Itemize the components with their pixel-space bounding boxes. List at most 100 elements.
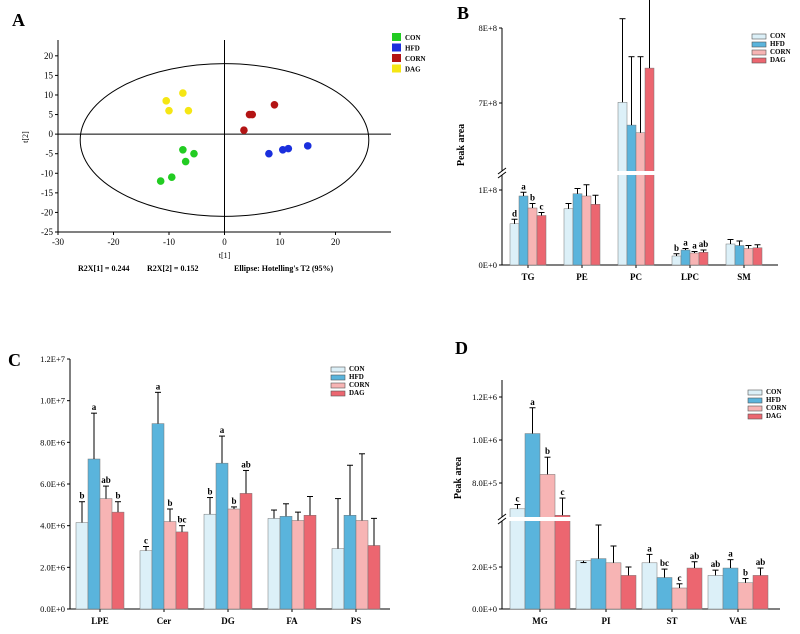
pca-point-corn (240, 126, 248, 135)
bar-category-label: SM (737, 272, 751, 282)
pca-legend-label-con: CON (405, 34, 421, 42)
bar-hfd (722, 567, 739, 610)
legend-swatch-dag (747, 413, 763, 420)
legend-label-dag: DAG (766, 412, 782, 420)
bar-y-tick-label: 2.0E+6 (40, 562, 65, 572)
legend-swatch-hfd (751, 41, 767, 48)
bar-y-tick-label: 6.0E+6 (40, 479, 65, 489)
significance-label: c (540, 202, 544, 212)
bar-category-label: PS (351, 616, 362, 626)
pca-legend-label-dag: DAG (405, 66, 421, 74)
bar-y-tick-label: 0.0E+0 (472, 604, 497, 614)
bar-category-label: PI (602, 616, 611, 626)
significance-label: a (92, 402, 97, 412)
bar-y-axis-label-b: Peak area (456, 124, 467, 166)
bar-hfd (215, 462, 229, 610)
bar-hfd (87, 458, 101, 610)
bar-corn (539, 474, 556, 610)
pca-point-con (167, 173, 176, 181)
significance-label: a (683, 238, 688, 248)
bar-con (671, 255, 682, 266)
significance-label: b (545, 446, 550, 456)
pca-footnote-ellipse: Ellipse: Hotelling's T2 (95%) (234, 264, 334, 273)
bar-con (509, 223, 520, 266)
bar-y-tick-label: 8.0E+6 (40, 437, 65, 447)
bar-corn (99, 498, 113, 610)
legend-swatch-dag (751, 57, 767, 64)
bar-con (75, 522, 89, 610)
bar-corn (163, 521, 177, 610)
legend-label-con: CON (770, 32, 786, 40)
pca-y-tick-label: 15 (44, 70, 54, 80)
bar-y-tick-label: 1.2E+6 (472, 392, 497, 402)
panel-label-a: A (12, 10, 25, 30)
bar-corn (635, 132, 646, 266)
pca-point-hfd (265, 149, 273, 158)
bar-con (509, 508, 526, 610)
significance-label: c (144, 536, 148, 546)
legend-label-corn: CORN (770, 48, 791, 56)
pca-x-axis-label: t[1] (219, 251, 231, 260)
bar-y-tick-label: 1.0E+7 (40, 396, 65, 406)
bar-con (139, 550, 153, 610)
bar-dag (620, 575, 637, 610)
bar-corn (743, 248, 754, 266)
bar-con (203, 513, 217, 610)
legend-swatch-hfd (747, 397, 763, 404)
bar-dag (367, 545, 381, 610)
bar-corn (581, 195, 592, 266)
significance-label: b (167, 498, 172, 508)
axis-break-band (500, 171, 780, 175)
bar-hfd (680, 249, 691, 266)
pca-legend-swatch-dag (392, 64, 401, 73)
bar-y-tick-label: 2.0E+5 (472, 562, 497, 572)
pca-point-corn (270, 100, 279, 109)
pca-legend-swatch-con (392, 33, 401, 41)
bar-dag (698, 252, 709, 266)
axis-break-mark (497, 513, 507, 521)
bar-corn (605, 562, 622, 610)
bar-con (707, 575, 724, 610)
legend-label-hfd: HFD (349, 373, 364, 381)
bar-hfd (343, 515, 357, 610)
pca-x-tick-label: -20 (108, 237, 120, 247)
significance-label: a (220, 425, 225, 435)
bar-category-label: LPC (681, 272, 699, 282)
legend-swatch-hfd (330, 374, 346, 381)
significance-label: a (692, 241, 697, 251)
bar-y-tick-label: 0.0E+0 (40, 604, 65, 614)
bar-dag (239, 493, 253, 610)
significance-label: a (530, 397, 535, 407)
axis-break-mark (497, 171, 507, 179)
axis-break-mark (497, 517, 507, 525)
significance-label: b (530, 193, 535, 203)
significance-label: b (79, 491, 84, 501)
bar-con (563, 208, 574, 266)
significance-label: bc (178, 515, 187, 525)
bar-hfd (656, 577, 673, 610)
significance-label: ab (690, 551, 700, 561)
pca-x-tick-label: -10 (163, 237, 175, 247)
bar-con (575, 560, 592, 610)
panel-label-c: C (8, 350, 21, 370)
pca-legend-swatch-corn (392, 54, 401, 62)
bar-category-label: ST (666, 616, 677, 626)
bar-corn (689, 252, 700, 266)
legend-label-dag: DAG (770, 56, 786, 64)
pca-y-tick-label: -20 (41, 207, 53, 217)
legend-swatch-con (330, 366, 346, 373)
pca-legend-label-hfd: HFD (405, 45, 420, 53)
pca-point-con (156, 177, 165, 185)
bar-y-tick-label: 4.0E+6 (40, 521, 65, 531)
bar-dag (111, 511, 125, 610)
pca-y-tick-label: 10 (44, 90, 54, 100)
pca-y-tick-label: -5 (46, 149, 54, 159)
pca-point-con (179, 145, 187, 154)
significance-label: ab (101, 475, 111, 485)
bar-dag (686, 567, 703, 610)
significance-label: b (207, 487, 212, 497)
significance-label: a (521, 181, 526, 191)
significance-label: c (678, 573, 682, 583)
bar-hfd (151, 423, 165, 610)
pca-y-tick-label: -15 (41, 188, 53, 198)
